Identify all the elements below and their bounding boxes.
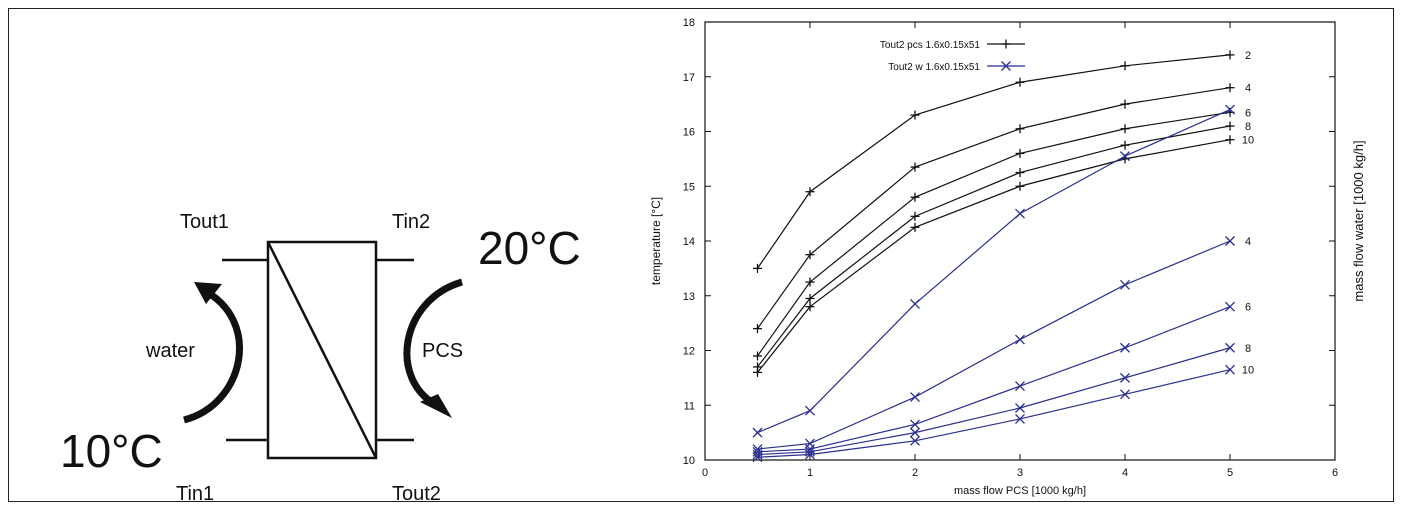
data-point-w: [1015, 208, 1025, 219]
y-tick-label: 17: [683, 72, 695, 84]
series-line-w-4: [757, 240, 1231, 450]
x-tick-label: 1: [807, 467, 813, 479]
series-line-pcs-2: [757, 54, 1231, 269]
label-temp-cold: 10°C: [60, 425, 163, 477]
y-tick-label: 10: [683, 455, 695, 467]
y-tick-label: 18: [683, 17, 695, 29]
data-point-w: [1225, 236, 1235, 246]
series-end-label: 10: [1242, 365, 1254, 377]
data-point-w: [805, 405, 815, 416]
series-line-pcs-4: [757, 87, 1231, 329]
data-point-w: [752, 449, 763, 460]
series-end-label: 10: [1242, 135, 1254, 147]
x-tick-label: 4: [1122, 467, 1128, 479]
series-line-pcs-10: [757, 139, 1231, 373]
data-point-w: [1225, 364, 1235, 375]
label-tin1: Tin1: [176, 483, 214, 505]
label-temp-hot: 20°C: [478, 222, 581, 274]
legend-marker: [1001, 61, 1011, 71]
label-water: water: [145, 340, 195, 362]
series-end-label: 8: [1245, 343, 1251, 355]
data-point-w: [1225, 342, 1235, 353]
water-arrowhead-icon: [194, 282, 222, 304]
data-point-w: [1120, 372, 1130, 383]
data-point-w: [752, 452, 763, 463]
data-point-w: [910, 435, 920, 446]
y-tick-label: 13: [683, 291, 695, 303]
exchanger-diagonal: [266, 241, 378, 459]
data-point-w: [910, 427, 920, 438]
label-tin2: Tin2: [392, 211, 430, 233]
label-tout2: Tout2: [392, 483, 441, 505]
data-point-w: [1120, 389, 1130, 400]
data-point-w: [1120, 342, 1130, 353]
data-point-w: [910, 299, 920, 309]
series-end-label: 4: [1245, 83, 1251, 95]
data-point-w: [1015, 403, 1025, 413]
legend-label: Tout2 pcs 1.6x0.15x51: [880, 40, 981, 51]
data-point-w: [805, 449, 815, 460]
data-point-w: [1225, 301, 1235, 312]
data-point-w: [1015, 413, 1025, 424]
series-end-label: 2: [1245, 50, 1251, 62]
x-tick-label: 3: [1017, 467, 1023, 479]
x-tick-label: 5: [1227, 467, 1233, 479]
x-axis-label: mass flow PCS [1000 kg/h]: [954, 485, 1086, 497]
water-flow-arrow: [183, 286, 243, 424]
x-tick-label: 2: [912, 467, 918, 479]
plot-frame: [704, 21, 1336, 461]
pcs-flow-arrow: [403, 278, 464, 410]
series-end-label: 6: [1245, 302, 1251, 314]
label-pcs: PCS: [422, 340, 463, 362]
data-point-w: [1225, 104, 1235, 115]
series-line-w-8: [757, 347, 1231, 456]
series-line-w-top: [757, 109, 1231, 434]
series-end-label: 6: [1245, 107, 1251, 119]
series-end-label: 8: [1245, 121, 1251, 133]
y-tick-label: 14: [683, 236, 695, 248]
data-point-w: [910, 392, 920, 402]
y-tick-label: 15: [683, 181, 695, 193]
pcs-arrowhead-icon: [420, 394, 452, 418]
y2-axis-label: mass flow water [1000 kg/h]: [1351, 140, 1366, 301]
x-tick-label: 6: [1332, 467, 1338, 479]
y-tick-label: 12: [683, 346, 695, 358]
exchanger-box: [266, 240, 378, 460]
series-line-pcs-6: [757, 111, 1231, 357]
x-tick-label: 0: [702, 467, 708, 479]
data-point-w: [1015, 381, 1025, 392]
y-tick-label: 16: [683, 127, 695, 139]
y-tick-label: 11: [684, 400, 695, 412]
series-end-label: 4: [1245, 236, 1251, 248]
series-line-pcs-8: [757, 125, 1231, 368]
legend-label: Tout2 w 1.6x0.15x51: [888, 62, 980, 73]
data-point-w: [1015, 334, 1025, 345]
series-line-w-6: [757, 306, 1231, 453]
y-axis-label: temperature [°C]: [649, 197, 663, 285]
data-point-w: [910, 419, 920, 430]
heat-exchanger-diagram: Tout1 Tin2 Tin1 Tout2 water PCS 20°C 10°…: [60, 211, 581, 505]
series-line-w-10: [757, 369, 1231, 458]
label-tout1: Tout1: [180, 211, 229, 233]
data-point-w: [1120, 151, 1130, 162]
data-point-w: [1120, 279, 1130, 290]
data-point-w: [752, 427, 763, 438]
figure-frame: [8, 8, 1394, 502]
